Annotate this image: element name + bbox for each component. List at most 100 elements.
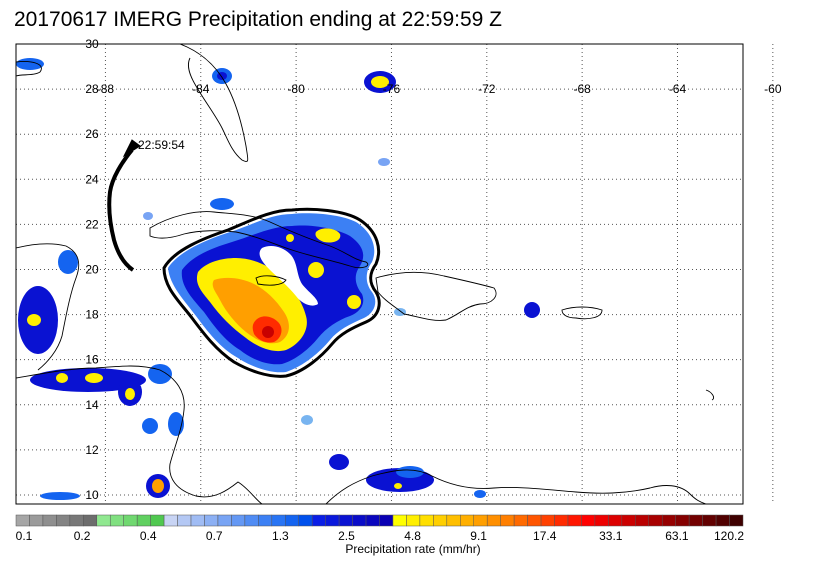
colorbar-tick-label: 4.8 [404,529,421,543]
colorbar-swatch [729,514,744,527]
latitude-label: 24 [85,172,99,186]
latitude-label: 20 [85,262,99,276]
colorbar-label: Precipitation rate (mm/hr) [345,542,481,556]
colorbar-tick-label: 2.5 [338,529,355,543]
coastlines [16,44,715,504]
longitude-label: -80 [287,82,305,96]
coast-central-america [16,365,263,504]
colorbar-swatch [392,514,407,527]
colorbar-tick-label: 33.1 [599,529,623,543]
colorbar-swatch [419,514,434,527]
latitude-label: 16 [85,353,99,367]
latitude-label: 22 [85,217,99,231]
coast-puerto-rico [561,306,603,320]
colorbar-swatch [513,514,528,527]
storm-track-line [107,148,135,272]
colorbar-swatch [217,514,232,527]
colorbar-swatch [446,514,461,527]
colorbar-swatch [338,514,353,527]
colorbar-swatch [500,514,515,527]
colorbar-swatch [109,514,124,527]
longitude-labels: -88 -84 -80 -76 -72 -68 -64 -60 [97,82,782,96]
coast-south-america [325,469,707,504]
colorbar-swatch [661,514,676,527]
colorbar-swatch [96,514,111,527]
colorbar-swatch [379,514,394,527]
colorbar-swatch [433,514,448,527]
colorbar-swatch [15,514,30,527]
colorbar-tick-label: 0.4 [140,529,157,543]
colorbar-swatch [298,514,313,527]
longitude-label: -68 [573,82,591,96]
colorbar-swatch [702,514,717,527]
longitude-label: -76 [383,82,401,96]
longitude-label: -60 [764,82,782,96]
colorbar-swatch [190,514,205,527]
colorbar-swatch [29,514,44,527]
map-frame [15,43,744,505]
colorbar-swatch [527,514,542,527]
colorbar-swatch [540,514,555,527]
colorbar-swatch [177,514,192,527]
longitude-label: -64 [669,82,687,96]
longitude-label: -88 [97,82,115,96]
colorbar-swatch [406,514,421,527]
colorbar-swatch [83,514,98,527]
colorbar-swatch [231,514,246,527]
precipitation-field [16,58,540,500]
colorbar-tick-label: 1.3 [272,529,289,543]
colorbar-swatch [648,514,663,527]
colorbar-swatch [136,514,151,527]
colorbar-swatch [567,514,582,527]
colorbar-swatch [325,514,340,527]
rain-area-haiti-blob [347,295,361,309]
colorbar-swatch [688,514,703,527]
colorbar-swatch [581,514,596,527]
latitude-label: 14 [85,398,99,412]
rain-blob-puerto-rico [524,302,540,318]
latitude-label: 12 [85,443,99,457]
rain-contour-main [162,207,381,378]
latitude-label: 10 [85,488,99,502]
rain-area-main-core [262,326,274,338]
colorbar-swatch [285,514,299,527]
colorbar-swatch [311,514,326,527]
colorbar-swatch [675,514,690,527]
colorbar-swatch [258,514,273,527]
colorbar-swatch [56,514,71,527]
coast-cuba [149,211,369,269]
storm-track-arrow [122,139,141,158]
rain-area-small-blob [238,264,246,272]
colorbar-swatch [715,514,730,527]
colorbar-tick-label: 0.7 [206,529,223,543]
track-time-label: 22:59:54 [138,138,185,152]
colorbar-swatch [554,514,569,527]
colorbar-tick-label: 63.1 [665,529,689,543]
latitude-label: 30 [85,37,99,51]
longitude-label: -72 [478,82,496,96]
map-title: 20170617 IMERG Precipitation ending at 2… [14,8,502,31]
colorbar-tick-label: 120.2 [714,529,744,543]
colorbar-swatch [163,514,178,527]
colorbar-swatch [271,514,286,527]
colorbar-tick-label: 9.1 [470,529,487,543]
colorbar-swatch [244,514,259,527]
colorbar-swatch [635,514,650,527]
coast-yucatan [16,243,80,371]
colorbar-swatch [473,514,488,527]
colorbar-swatch [150,514,165,527]
colorbar-swatch [204,514,219,527]
colorbar-tick-label: 0.1 [16,529,33,543]
colorbar-tick-label: 17.4 [533,529,557,543]
rain-area-main-gap [259,246,318,306]
colorbar [15,514,744,527]
graticule [16,43,774,504]
colorbar-tick-label: 0.2 [74,529,91,543]
colorbar-swatch [608,514,623,527]
rain-area-small-blob2 [286,234,294,242]
coast-hispaniola [375,271,497,321]
coast-gulf [16,61,42,77]
colorbar-swatch [460,514,474,527]
coast-jamaica [255,275,287,286]
